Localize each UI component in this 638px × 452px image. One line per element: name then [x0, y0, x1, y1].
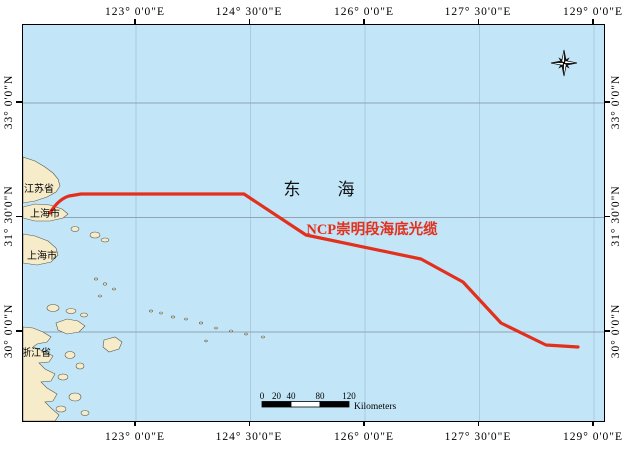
- land-jiangsu: [23, 156, 61, 204]
- sea-area: [23, 25, 604, 421]
- bottom-axis-label: 123° 0'0"E: [104, 431, 166, 443]
- land-zhoushan-east: [102, 336, 123, 353]
- tick-mark: [477, 19, 480, 24]
- tick-mark: [16, 101, 22, 103]
- scale-segment: [290, 401, 321, 408]
- islet: [57, 373, 69, 381]
- region-label-zhejiang: 浙江省: [23, 346, 51, 359]
- graticule-vertical: [135, 25, 595, 421]
- scale-tick-label: 20: [272, 391, 282, 401]
- top-axis-label: 123° 0'0"E: [104, 6, 166, 18]
- left-axis-label: 30° 0'0"N: [3, 303, 15, 359]
- land-shanghai: [23, 233, 59, 266]
- scale-tick-label: 0: [260, 391, 265, 401]
- islet: [75, 362, 85, 370]
- tick-mark: [248, 19, 251, 24]
- islet: [159, 311, 163, 315]
- islet: [184, 317, 188, 321]
- islet: [261, 335, 265, 339]
- scale-bar: 0 20 40 80 120 Kilometers: [260, 391, 397, 412]
- scale-tick-label: 120: [342, 391, 356, 401]
- tick-mark: [363, 421, 365, 426]
- tick-mark: [134, 19, 136, 24]
- tick-mark: [604, 330, 610, 332]
- islet: [100, 237, 110, 243]
- region-label-chongming: 上海市: [30, 207, 60, 220]
- top-axis-label: 129° 0'0"E: [562, 6, 624, 18]
- land-chongming-island: [23, 203, 69, 222]
- land-zhejiang: [23, 326, 60, 421]
- islet: [70, 226, 80, 232]
- tick-mark: [604, 215, 610, 218]
- islet: [102, 282, 108, 286]
- tick-mark: [248, 421, 251, 426]
- right-axis-label: 30° 0'0"N: [610, 303, 622, 359]
- islet: [149, 309, 153, 313]
- scale-unit-label: Kilometers: [354, 402, 397, 412]
- top-axis-label: 127° 30'0"E: [444, 6, 512, 18]
- map-canvas: 东 海 NCP崇明段海底光缆 江苏省 上海市 上海市 浙江省 0 20 40 8…: [22, 24, 605, 422]
- tick-mark: [16, 330, 22, 332]
- islet: [80, 410, 90, 416]
- scale-tick-label: 40: [287, 391, 297, 401]
- islet: [112, 287, 116, 291]
- tick-mark: [477, 421, 480, 426]
- tick-mark: [16, 215, 22, 218]
- islet: [68, 392, 82, 402]
- scale-tick-label: 80: [316, 391, 326, 401]
- islet: [229, 329, 233, 333]
- cable-route-label: NCP崇明段海底光缆: [306, 220, 438, 238]
- land-zhoushan-main: [55, 318, 86, 335]
- tick-mark: [363, 19, 365, 24]
- islet: [55, 405, 67, 413]
- cable-route-line: [48, 192, 580, 349]
- left-axis-label: 31° 30'0"N: [3, 185, 15, 247]
- top-axis-label: 126° 0'0"E: [333, 6, 395, 18]
- bottom-axis-label: 129° 0'0"E: [562, 431, 624, 443]
- islet: [65, 308, 77, 314]
- bottom-axis-label: 124° 30'0"E: [215, 431, 283, 443]
- islet: [89, 231, 101, 239]
- islet: [80, 312, 88, 318]
- islet: [204, 339, 208, 343]
- islet: [214, 326, 218, 330]
- islet: [244, 332, 248, 336]
- tick-mark: [592, 19, 594, 24]
- tick-mark: [592, 421, 594, 426]
- bottom-axis-label: 126° 0'0"E: [333, 431, 395, 443]
- left-axis-label: 33° 0'0"N: [3, 74, 15, 130]
- region-label-shanghai: 上海市: [27, 249, 57, 262]
- bottom-axis-label: 127° 30'0"E: [444, 431, 512, 443]
- scale-segment: [319, 401, 350, 408]
- sea-name-char: 海: [338, 180, 355, 199]
- compass-rose-icon: [550, 49, 578, 77]
- graticule-horizontal: [23, 102, 604, 333]
- top-axis-label: 124° 30'0"E: [215, 6, 283, 18]
- region-label-jiangsu: 江苏省: [24, 182, 54, 195]
- tick-mark: [604, 101, 610, 103]
- sea-name-char: 东: [284, 180, 301, 199]
- scale-segment: [261, 401, 292, 408]
- islet: [170, 315, 176, 319]
- map-svg: 东 海 NCP崇明段海底光缆 江苏省 上海市 上海市 浙江省 0 20 40 8…: [23, 25, 604, 421]
- islet: [98, 294, 102, 298]
- tick-mark: [134, 421, 136, 426]
- right-axis-label: 31° 30'0"N: [610, 185, 622, 247]
- islet: [94, 277, 98, 281]
- right-axis-label: 33° 0'0"N: [610, 74, 622, 130]
- islet: [64, 351, 76, 359]
- islet: [46, 304, 60, 312]
- islet: [199, 321, 204, 325]
- land-masses: [23, 156, 265, 421]
